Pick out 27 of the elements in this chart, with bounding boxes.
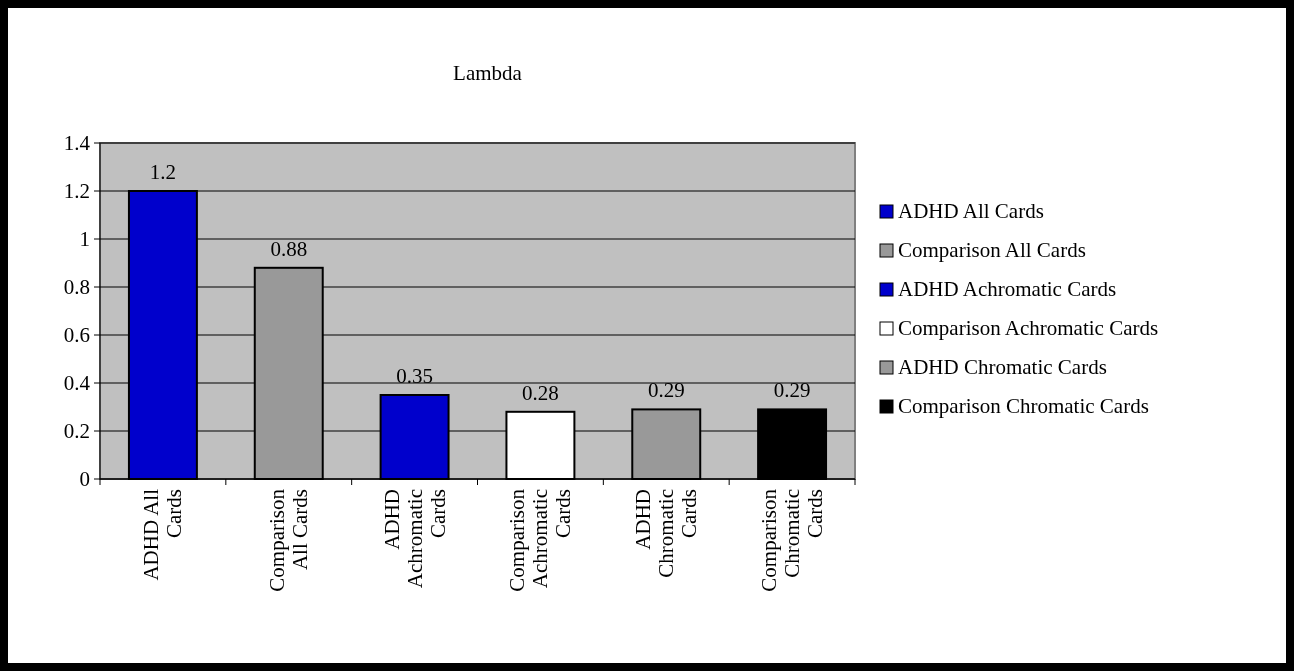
x-tick-label: ADHD Achromatic Cards	[379, 489, 450, 589]
legend-label: Comparison Chromatic Cards	[898, 394, 1149, 418]
legend-label: Comparison Achromatic Cards	[898, 316, 1159, 340]
data-label: 1.2	[149, 160, 177, 184]
y-tick-label: 1.4	[63, 131, 91, 155]
x-tick-label: ADHD All Cards	[139, 488, 187, 581]
x-tick-label: Comparison Achromatic Cards	[505, 488, 576, 592]
legend-label: ADHD Chromatic Cards	[898, 355, 1107, 379]
data-label: 0.28	[522, 380, 559, 405]
x-tick-label: ADHD Chromatic Cards	[631, 489, 702, 578]
data-label: 0.88	[270, 236, 308, 261]
y-tick-label: 0	[79, 467, 90, 491]
legend-label: Comparison All Cards	[898, 238, 1086, 262]
y-tick-label: 0.2	[63, 419, 90, 443]
data-label: 0.29	[647, 378, 685, 403]
y-tick-label: 0.6	[63, 323, 90, 347]
x-tick-label: Comparison All Cards	[265, 488, 313, 592]
y-tick-label: 0.4	[63, 371, 91, 395]
chart-title: Lambda	[453, 61, 523, 85]
data-label: 0.35	[396, 364, 433, 388]
x-tick-label: Comparison Chromatic Cards	[757, 488, 828, 592]
y-tick-label: 1	[79, 227, 90, 251]
legend-label: ADHD All Cards	[898, 199, 1044, 223]
y-tick-label: 1.2	[63, 179, 90, 203]
data-label: 0.29	[773, 378, 811, 403]
legend-label: ADHD Achromatic Cards	[898, 277, 1117, 301]
y-tick-label: 0.8	[63, 275, 90, 299]
